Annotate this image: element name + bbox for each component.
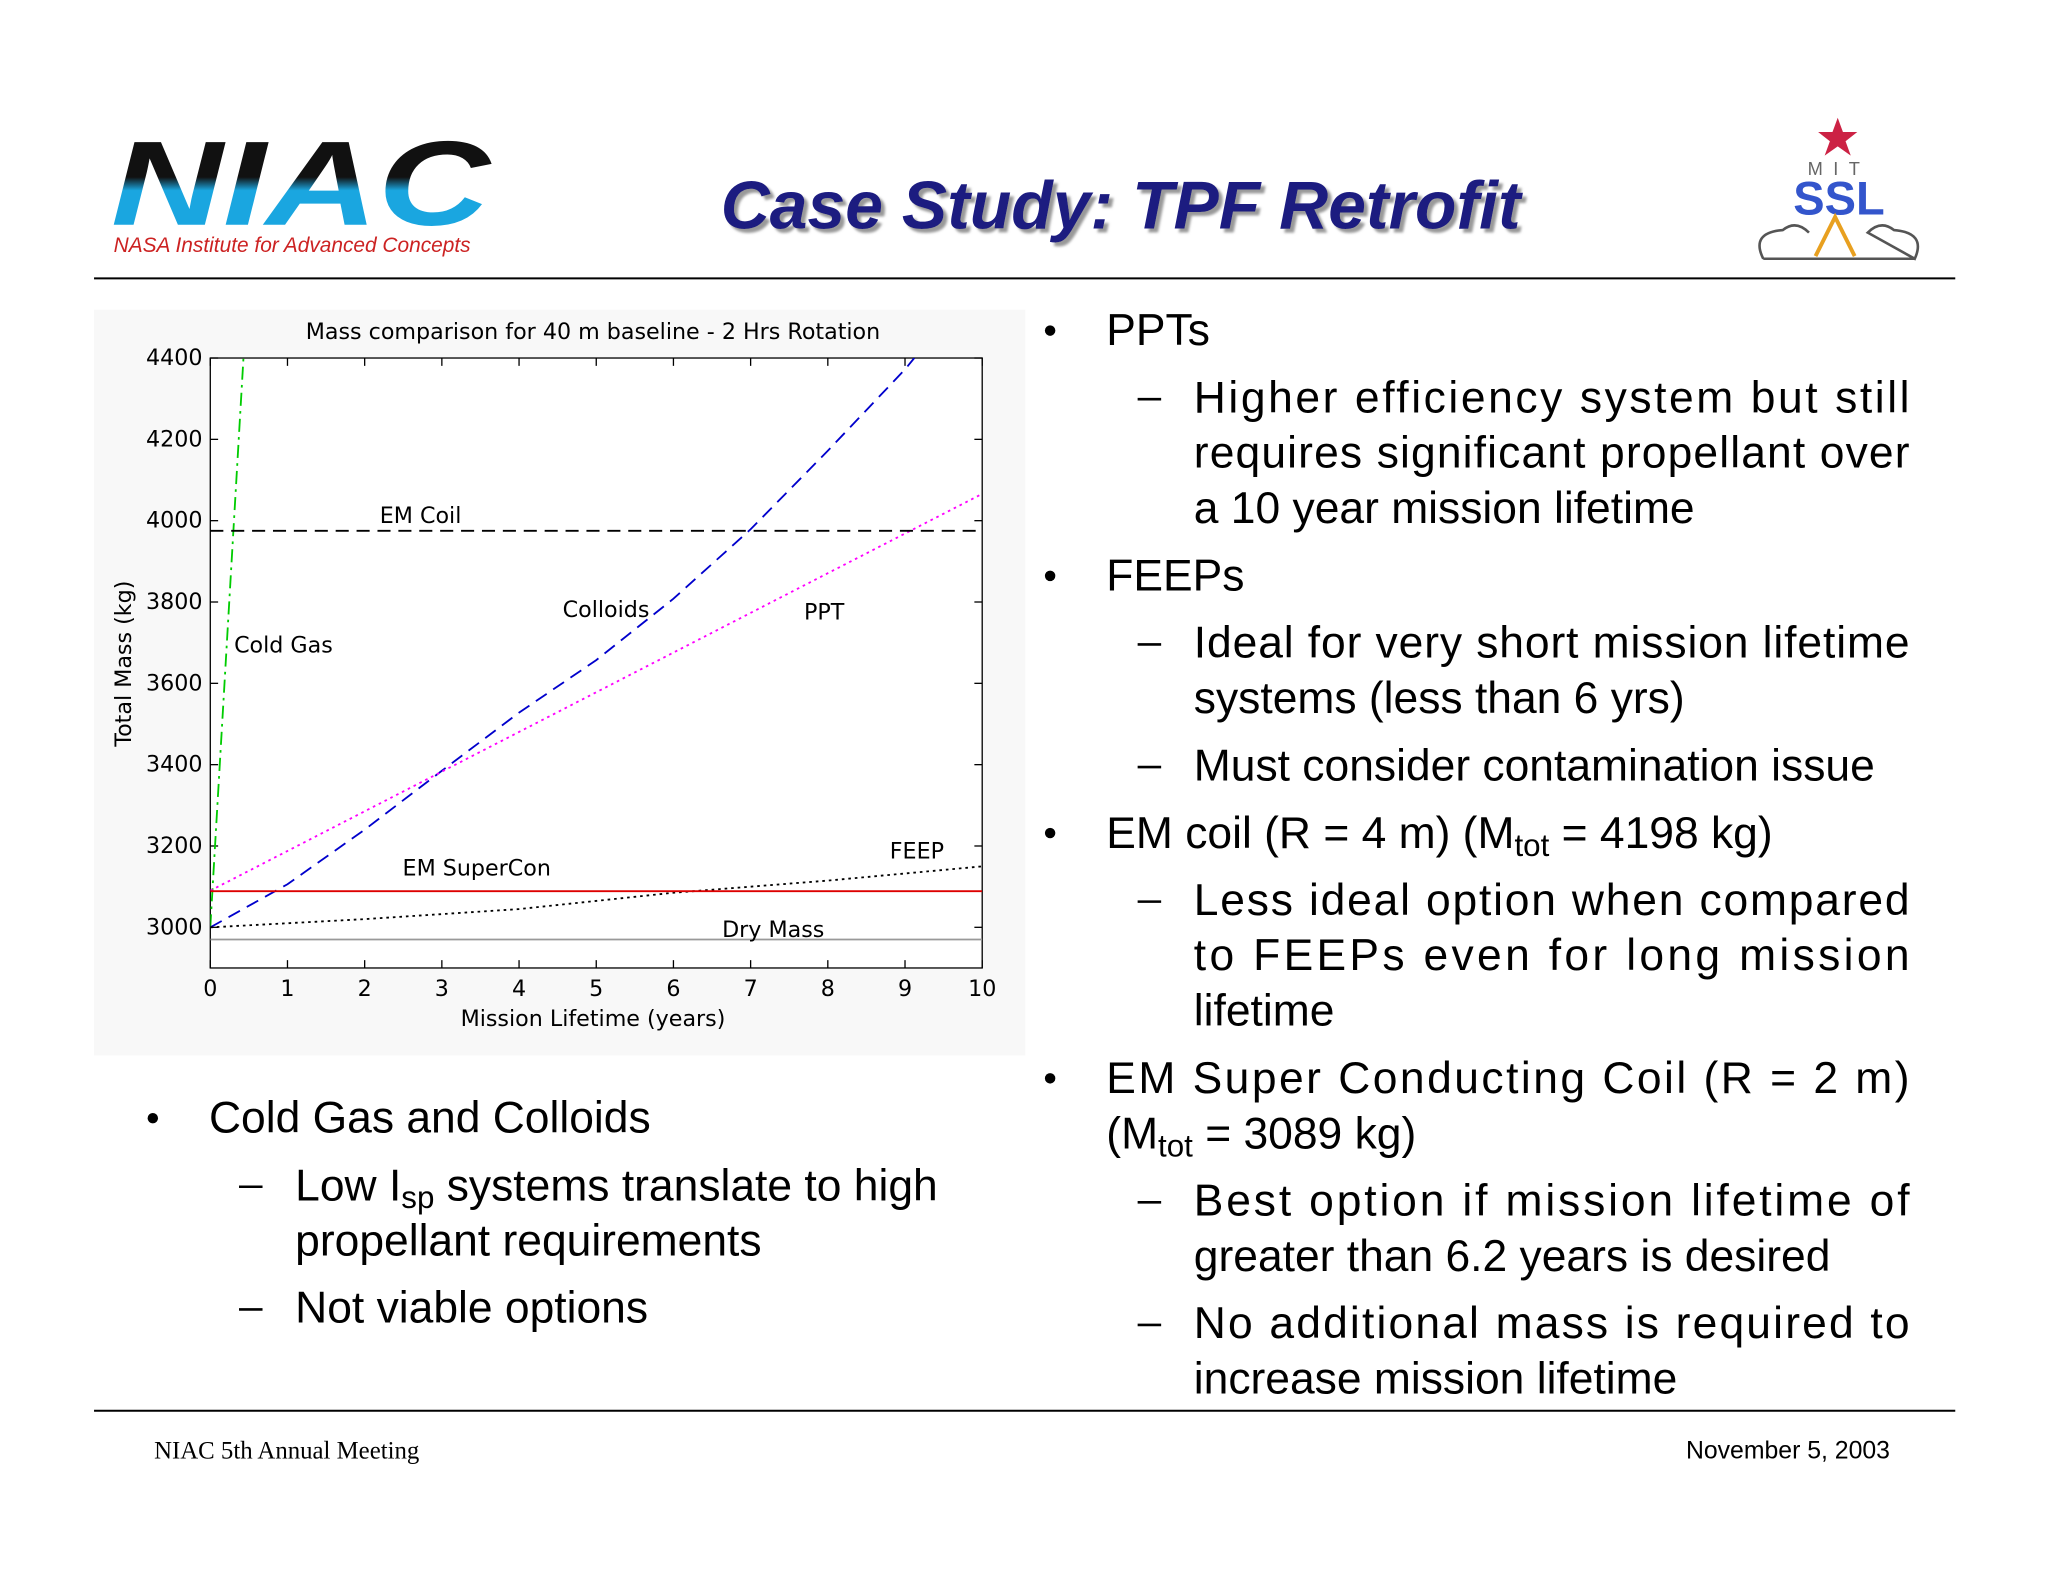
x-tick-label: 10 [968,976,996,1002]
bullet-dot [1044,570,1056,582]
bullet-text: Higher efficiency system but still [1194,373,1910,422]
series-label: PPT [804,600,845,626]
text-run: EM coil (R = 4 m) (M [1106,809,1514,858]
bullet-dot [1044,1073,1056,1084]
y-tick-label: 3000 [146,914,202,940]
logo-left-tagline: NASA Institute for Advanced Concepts [114,234,472,257]
y-tick-label: 4200 [146,426,202,452]
x-tick-label: 7 [744,976,758,1002]
logo-clouds [1758,224,1920,261]
series-label: Dry Mass [722,917,824,943]
logo-right-top: MIT [1808,158,1871,179]
logo-star [1818,117,1858,156]
subscript: tot [1514,827,1549,862]
y-tick-label: 3400 [146,752,202,778]
text-run: Low I [295,1161,401,1210]
bullet-text: EM Super Conducting Coil (R = 2 m) [1106,1054,1909,1103]
y-tick-label: 4000 [146,508,202,534]
y-tick-label: 3800 [146,589,202,615]
bullet-text: Cold Gas and Colloids [209,1094,651,1143]
bullet-dot [1044,325,1056,336]
logo-right-name: SSL [1793,171,1884,224]
bullet-text: No additional mass is required to [1194,1299,1910,1348]
bullet-text: Not viable options [295,1284,648,1333]
x-tick-label: 6 [666,976,680,1002]
series-line [210,865,983,929]
subscript: sp [401,1180,434,1215]
bullet-text: Best option if mission lifetime of [1194,1176,1910,1225]
bullet-text: EM coil (R = 4 m) (Mtot = 4198 kg) [1106,809,1772,863]
bullet-text: a 10 year mission lifetime [1194,484,1695,533]
series-line [210,358,245,928]
y-tick-label: 4400 [146,345,202,371]
bullet-text: PPTs [1106,306,1210,355]
series-label: EM SuperCon [403,856,551,882]
x-tick-label: 4 [512,976,526,1002]
series-line [210,358,915,929]
logo-left-name: NIAC [111,117,493,251]
bullet-dot [1044,827,1056,839]
x-tick-label: 8 [821,976,835,1002]
x-tick-label: 1 [280,976,294,1002]
subscript: tot [1158,1128,1193,1163]
bullet-text: Must consider contamination issue [1194,741,1875,790]
chart-title: Mass comparison for 40 m baseline - 2 Hr… [306,319,880,345]
bullet-text: systems (less than 6 yrs) [1194,674,1685,723]
text-run: = 4198 kg) [1549,809,1772,858]
series-label: FEEP [890,839,944,865]
series-label: Colloids [563,597,650,623]
y-tick-label: 3600 [146,670,202,696]
x-tick-label: 0 [203,976,217,1002]
bullet-text: lifetime [1194,987,1335,1036]
text-run: = 3089 kg) [1193,1109,1416,1158]
y-axis-label: Total Mass (kg) [111,581,137,748]
logo-right: MIT SSL [1758,117,1920,261]
bullet-text: propellant requirements [295,1216,761,1265]
series-label: EM Coil [380,503,462,529]
x-tick-label: 2 [358,976,372,1002]
series-line [210,493,983,892]
bullet-text: Less ideal option when compared [1194,876,1910,925]
slide-title: Case Study: TPF Retrofit [721,169,1523,244]
bullet-text: greater than 6.2 years is desired [1194,1232,1831,1281]
footer-left: NIAC 5th Annual Meeting [154,1438,419,1465]
bullet-dot [147,1112,159,1124]
text-run: systems translate to high [434,1161,937,1210]
x-tick-label: 3 [435,976,449,1002]
bullet-text: to FEEPs even for long mission [1194,931,1910,980]
x-axis-label: Mission Lifetime (years) [461,1006,726,1032]
y-tick-label: 3200 [146,833,202,859]
bullet-text: requires significant propellant over [1194,429,1910,478]
footer-right: November 5, 2003 [1686,1438,1890,1465]
bullet-text: (Mtot = 3089 kg) [1106,1109,1416,1163]
bullet-text: Low Isp systems translate to high [295,1161,938,1215]
bullet-text: FEEPs [1106,551,1244,600]
series-label: Cold Gas [234,632,333,658]
bullet-text: Ideal for very short mission lifetime [1194,619,1910,668]
x-tick-label: 9 [898,976,912,1002]
logo-rocket [1813,212,1857,258]
text-run: (M [1106,1109,1158,1158]
plot-area [209,357,983,969]
x-tick-label: 5 [589,976,603,1002]
bullet-text: increase mission lifetime [1194,1355,1678,1404]
